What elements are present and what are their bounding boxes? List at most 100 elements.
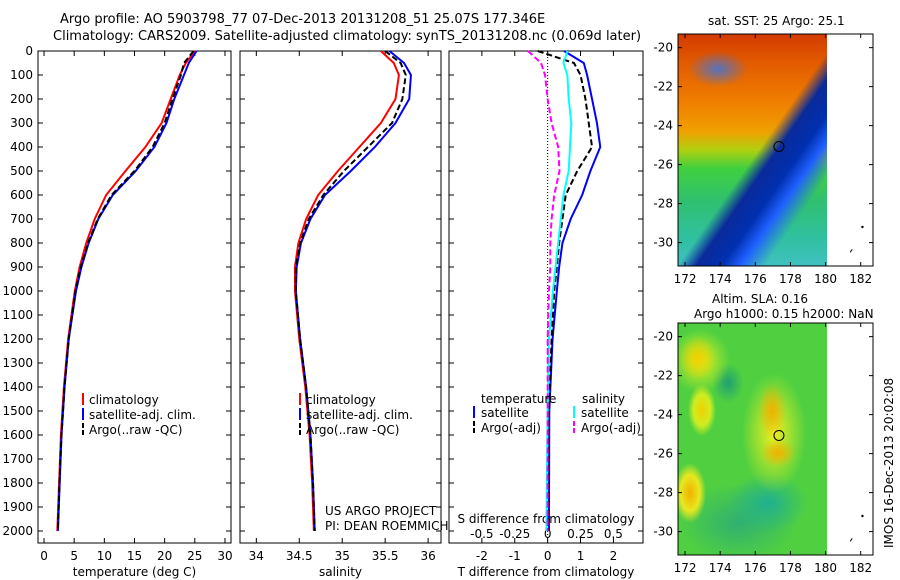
x-tick-label: 35 [335, 549, 350, 563]
y-tick-label: 800 [10, 236, 33, 250]
map-x-tick-label: 178 [779, 561, 802, 575]
legend-label: Argo(-adj) [481, 421, 541, 435]
legend-label: satellite-adj. clim. [306, 408, 413, 422]
plot-frame-salinity [239, 50, 442, 544]
credit-pi: PI: DEAN ROEMMICH [325, 519, 449, 533]
map-x-tick-label: 178 [779, 272, 802, 286]
map-x-tick-label: 182 [849, 272, 872, 286]
x2-tick-label: -0.5 [470, 527, 493, 541]
y-tick-label: 1900 [2, 500, 33, 514]
x-tick-label: 35.5 [372, 549, 399, 563]
map-y-tick-label: -20 [653, 330, 673, 344]
y-tick-label: 500 [10, 164, 33, 178]
island-marker [849, 538, 853, 542]
x-axis-label: T difference from climatology [457, 565, 635, 579]
map-y-tick-label: -24 [653, 119, 673, 133]
x-tick-label: 34 [249, 549, 264, 563]
map-x-tick-label: 182 [849, 561, 872, 575]
y-tick-label: 1000 [2, 284, 33, 298]
x2-tick-label: -0.25 [499, 527, 530, 541]
x-tick-label: 2 [610, 549, 618, 563]
x2-tick-label: 0 [544, 527, 552, 541]
legend-label: satellite-adj. clim. [89, 408, 196, 422]
legend-header: temperature [481, 392, 556, 406]
island-marker [849, 249, 853, 253]
y-tick-label: 1400 [2, 380, 33, 394]
series-s-argo-adj- [527, 50, 561, 531]
legend-header: salinity [582, 392, 625, 406]
map-y-tick-label: -26 [653, 158, 673, 172]
x-tick-label: 10 [97, 549, 112, 563]
y-tick-label: 1800 [2, 476, 33, 490]
map-x-tick-label: 174 [709, 561, 732, 575]
map-y-tick-label: -24 [653, 408, 673, 422]
y-tick-label: 1600 [2, 428, 33, 442]
credit-project: US ARGO PROJECT [325, 504, 437, 518]
map-y-tick-label: -30 [653, 525, 673, 539]
map-y-tick-label: -28 [653, 486, 673, 500]
y-tick-label: 1200 [2, 332, 33, 346]
sla-map-title-1: Altim. SLA: 0.16 [712, 292, 809, 306]
sla-map [678, 323, 827, 555]
y-tick-label: 1300 [2, 356, 33, 370]
x-tick-label: 0 [40, 549, 48, 563]
y-tick-label: 200 [10, 92, 33, 106]
y-tick-label: 700 [10, 212, 33, 226]
map-frame [677, 322, 874, 556]
legend-label: Argo(..raw -QC) [306, 423, 399, 437]
series-s-satellite [545, 50, 573, 532]
island-marker [861, 514, 864, 518]
map-y-tick-label: -30 [653, 236, 673, 250]
sst-map-title: sat. SST: 25 Argo: 25.1 [708, 14, 845, 28]
x-tick-label: 25 [187, 549, 202, 563]
y-tick-label: 400 [10, 140, 33, 154]
legend-label: climatology [89, 393, 159, 407]
map-x-tick-label: 180 [814, 272, 837, 286]
x-tick-label: 1 [577, 549, 585, 563]
x-tick-label: 36 [420, 549, 435, 563]
argo-position-marker [773, 429, 785, 441]
legend-label: satellite [581, 406, 629, 420]
map-y-tick-label: -28 [653, 197, 673, 211]
map-x-tick-label: 176 [744, 272, 767, 286]
x2-tick-label: 0.25 [567, 527, 594, 541]
series-t-satellite [547, 50, 602, 532]
map-x-tick-label: 172 [674, 561, 697, 575]
x-tick-label: 15 [127, 549, 142, 563]
y-tick-label: 2000 [2, 524, 33, 538]
y-tick-label: 900 [10, 260, 33, 274]
argo-position-marker [773, 140, 785, 152]
imos-timestamp: IMOS 16-Dec-2013 20:02:08 [882, 377, 896, 548]
x-axis-label: temperature (deg C) [73, 565, 196, 579]
y-tick-label: 100 [10, 68, 33, 82]
y-tick-label: 1500 [2, 404, 33, 418]
legend-label: satellite [481, 406, 529, 420]
x-axis-label: salinity [319, 565, 362, 579]
y-tick-label: 0 [25, 44, 33, 58]
sst-map [678, 34, 827, 266]
y-tick-label: 600 [10, 188, 33, 202]
map-y-tick-label: -22 [653, 80, 673, 94]
series-satellite-adj-clim- [56, 50, 198, 532]
title-line-2: Climatology: CARS2009. Satellite-adjuste… [53, 29, 642, 44]
map-x-tick-label: 174 [709, 272, 732, 286]
y-tick-label: 300 [10, 116, 33, 130]
island-marker [861, 225, 864, 229]
x-tick-label: 20 [157, 549, 172, 563]
map-y-tick-label: -20 [653, 41, 673, 55]
map-x-tick-label: 176 [744, 561, 767, 575]
map-y-tick-label: -22 [653, 369, 673, 383]
legend-label: climatology [306, 393, 376, 407]
y-tick-label: 1100 [2, 308, 33, 322]
series-t-argo-adj- [537, 50, 594, 532]
map-x-tick-label: 172 [674, 272, 697, 286]
map-x-tick-label: 180 [814, 561, 837, 575]
map-frame [677, 33, 874, 267]
y-tick-label: 1700 [2, 452, 33, 466]
series-argo-raw-qc- [294, 50, 407, 532]
x-tick-label: 5 [70, 549, 78, 563]
x-tick-label: -1 [509, 549, 521, 563]
x-tick-label: 0 [544, 549, 552, 563]
